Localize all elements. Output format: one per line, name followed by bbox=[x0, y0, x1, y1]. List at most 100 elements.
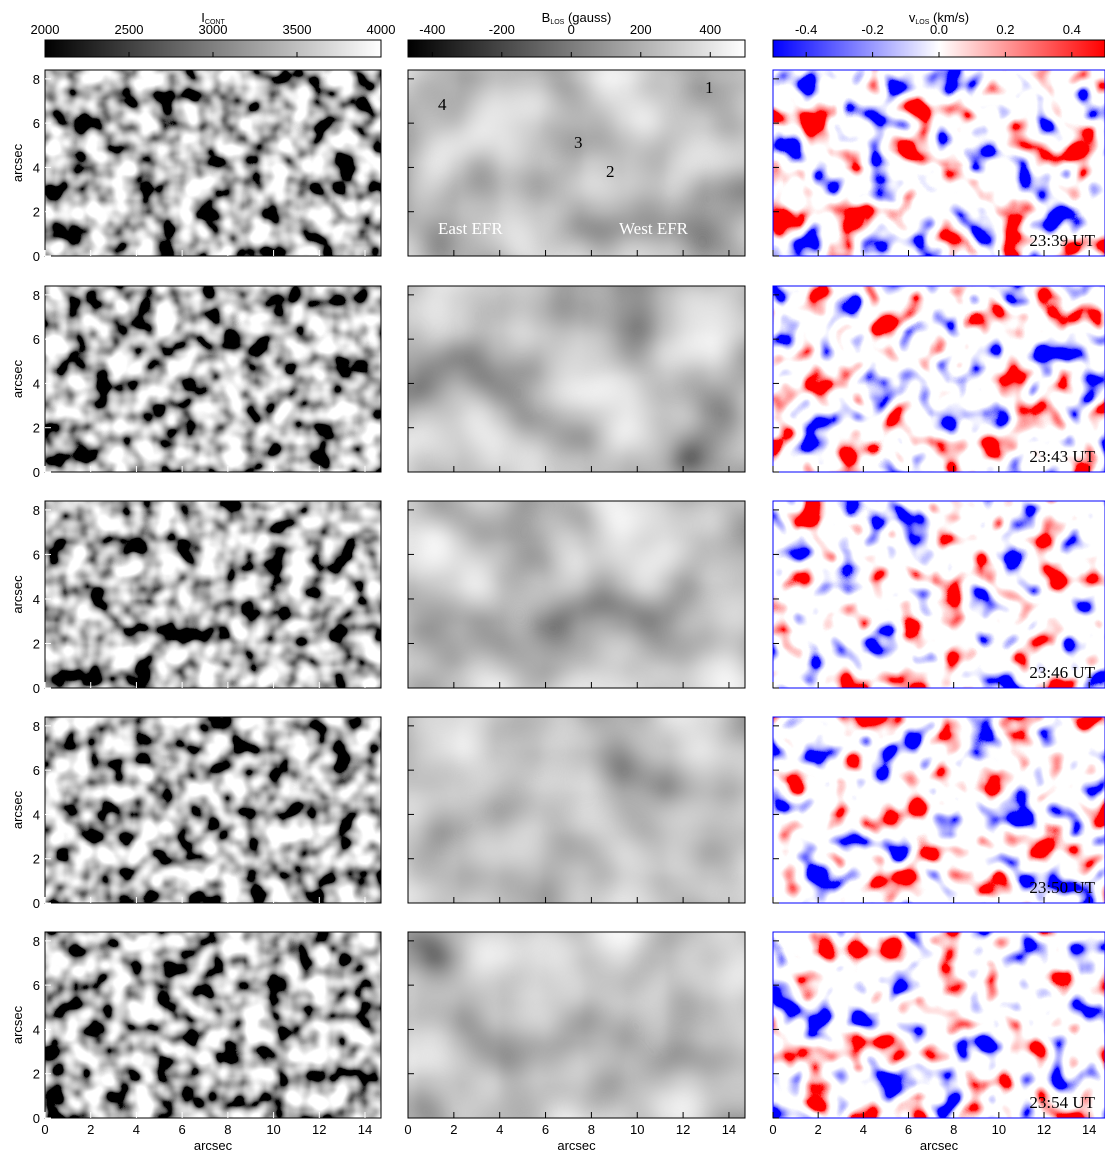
colorbar-tick-label: 3000 bbox=[199, 22, 228, 37]
x-tick-label: 14 bbox=[1082, 1122, 1096, 1137]
x-tick-label: 14 bbox=[722, 1122, 736, 1137]
y-tick-label: 2 bbox=[33, 205, 40, 220]
y-tick-label: 8 bbox=[33, 288, 40, 303]
y-tick-label: 2 bbox=[33, 636, 40, 651]
y-tick-label: 0 bbox=[33, 681, 40, 696]
y-tick-label: 0 bbox=[33, 1111, 40, 1126]
panel-frame bbox=[44, 931, 382, 1119]
map-image bbox=[773, 286, 1105, 472]
panel-frame bbox=[407, 716, 746, 904]
x-tick-label: 2 bbox=[450, 1122, 457, 1137]
x-axis-label: arcsec bbox=[194, 1138, 233, 1153]
annotation-label: 2 bbox=[606, 162, 615, 181]
colorbar-tick-label: 0.4 bbox=[1063, 22, 1081, 37]
panel-frame bbox=[772, 69, 1105, 257]
x-tick-label: 10 bbox=[992, 1122, 1006, 1137]
map-image bbox=[773, 70, 1105, 256]
region-label: West EFR bbox=[619, 219, 689, 238]
x-tick-label: 6 bbox=[179, 1122, 186, 1137]
colorbar-tick-label: 2000 bbox=[31, 22, 60, 37]
map-image bbox=[45, 932, 381, 1118]
y-tick-label: 4 bbox=[33, 1022, 40, 1037]
map-image bbox=[408, 717, 745, 903]
x-axis-label: arcsec bbox=[557, 1138, 596, 1153]
y-tick-label: 0 bbox=[33, 249, 40, 264]
colorbar-tick-label: 0 bbox=[568, 22, 575, 37]
annotation-label: 3 bbox=[574, 133, 583, 152]
y-tick-label: 8 bbox=[33, 719, 40, 734]
y-axis-label: arcsec bbox=[10, 143, 25, 182]
y-tick-label: 8 bbox=[33, 72, 40, 87]
map-image bbox=[45, 286, 381, 472]
colorbar-tick-label: -0.4 bbox=[795, 22, 817, 37]
panel-frame bbox=[407, 285, 746, 473]
y-axis-label: arcsec bbox=[10, 1005, 25, 1044]
colorbar-title-part: LOS bbox=[550, 19, 564, 26]
map-image bbox=[408, 70, 745, 256]
colorbar-title-part: (gauss) bbox=[564, 10, 611, 25]
y-axis-label: arcsec bbox=[10, 790, 25, 829]
colorbar-tick-label: 4000 bbox=[367, 22, 396, 37]
annotations: 1 2 3 4 East EFR West EFR bbox=[438, 78, 714, 238]
x-tick-label: 8 bbox=[950, 1122, 957, 1137]
x-tick-label: 0 bbox=[769, 1122, 776, 1137]
colorbar-tick-label: 3500 bbox=[283, 22, 312, 37]
time-label: 23:43 UT bbox=[1029, 447, 1095, 466]
colorbar-title-part: (km/s) bbox=[929, 10, 969, 25]
map-image bbox=[408, 932, 745, 1118]
x-axis-label: arcsec bbox=[920, 1138, 959, 1153]
map-image bbox=[773, 501, 1105, 688]
panel-frame bbox=[44, 69, 382, 257]
panel-frame bbox=[772, 931, 1105, 1119]
x-tick-label: 12 bbox=[676, 1122, 690, 1137]
time-label: 23:39 UT bbox=[1029, 231, 1095, 250]
colorbar bbox=[407, 39, 746, 58]
x-tick-label: 0 bbox=[41, 1122, 48, 1137]
x-tick-label: 12 bbox=[1037, 1122, 1051, 1137]
colorbar-tick-label: 2500 bbox=[115, 22, 144, 37]
map-image bbox=[45, 70, 381, 256]
map-image bbox=[773, 717, 1105, 903]
time-label: 23:46 UT bbox=[1029, 663, 1095, 682]
x-tick-label: 12 bbox=[312, 1122, 326, 1137]
annotation-label: 4 bbox=[438, 95, 447, 114]
panel-frame bbox=[44, 716, 382, 904]
y-tick-label: 6 bbox=[33, 116, 40, 131]
colorbar-title-part: B bbox=[542, 10, 551, 25]
time-label: 23:54 UT bbox=[1029, 1093, 1095, 1112]
x-tick-label: 4 bbox=[860, 1122, 867, 1137]
annotation-label: 1 bbox=[705, 78, 714, 97]
colorbar-tick-label: 0.0 bbox=[930, 22, 948, 37]
colorbar-title-part: CONT bbox=[205, 19, 226, 26]
y-tick-label: 4 bbox=[33, 376, 40, 391]
colorbar-title-part: LOS bbox=[915, 19, 929, 26]
y-tick-label: 4 bbox=[33, 592, 40, 607]
panel-frame bbox=[44, 500, 382, 689]
map-image bbox=[45, 717, 381, 903]
map-image bbox=[773, 932, 1105, 1118]
x-tick-label: 2 bbox=[87, 1122, 94, 1137]
colorbar-title-part: I bbox=[201, 10, 205, 25]
colorbar-tick-label: -400 bbox=[419, 22, 445, 37]
panel-frame bbox=[407, 931, 746, 1119]
y-tick-label: 6 bbox=[33, 978, 40, 993]
y-axis-label: arcsec bbox=[10, 359, 25, 398]
x-tick-label: 6 bbox=[905, 1122, 912, 1137]
colorbar-title-part: v bbox=[909, 10, 916, 25]
y-tick-label: 2 bbox=[33, 421, 40, 436]
panel-frame bbox=[772, 716, 1105, 904]
y-axis-label: arcsec bbox=[10, 575, 25, 614]
colorbar-title: ICONT bbox=[201, 10, 225, 26]
colorbar-tick-label: 200 bbox=[630, 22, 652, 37]
x-tick-label: 14 bbox=[358, 1122, 372, 1137]
x-tick-label: 4 bbox=[133, 1122, 140, 1137]
x-tick-label: 6 bbox=[542, 1122, 549, 1137]
panel-frame bbox=[407, 69, 746, 257]
colorbar-tick-label: -0.2 bbox=[861, 22, 883, 37]
map-image bbox=[408, 501, 745, 688]
x-tick-label: 8 bbox=[224, 1122, 231, 1137]
time-label: 23:50 UT bbox=[1029, 878, 1095, 897]
y-tick-label: 2 bbox=[33, 852, 40, 867]
x-tick-label: 0 bbox=[404, 1122, 411, 1137]
